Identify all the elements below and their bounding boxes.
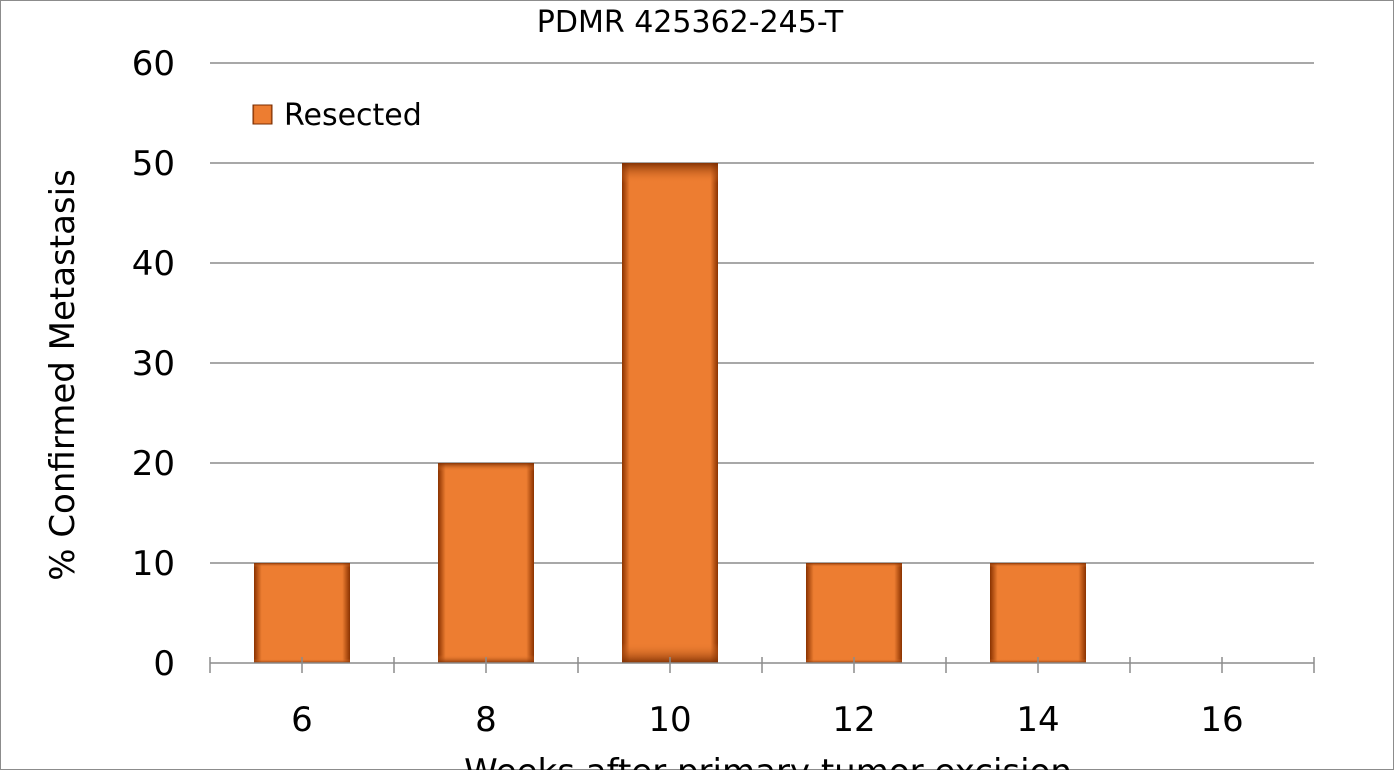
chart-title: PDMR 425362-245-T <box>537 5 844 40</box>
legend-label-resected: Resected <box>284 98 422 133</box>
x-tick-label: 14 <box>1016 700 1059 740</box>
x-axis-label: Weeks after primary tumor excision <box>464 752 1072 770</box>
x-tick-label: 6 <box>291 700 313 740</box>
bar-6 <box>254 563 350 663</box>
y-axis-label: % Confirmed Metastasis <box>43 169 83 581</box>
gridlines <box>210 62 1314 564</box>
x-tick-label: 10 <box>648 700 691 740</box>
bar-8 <box>438 463 534 663</box>
bars <box>254 163 1086 663</box>
bar-10 <box>622 163 718 663</box>
y-tick-label: 40 <box>132 244 175 284</box>
y-tick-label: 10 <box>132 544 175 584</box>
x-axis: 6 8 10 12 14 16 <box>209 657 1315 740</box>
y-tick-label: 20 <box>132 444 175 484</box>
y-tick-label: 30 <box>132 344 175 384</box>
bar-edge-shade <box>254 563 350 663</box>
x-tick-label: 8 <box>475 700 497 740</box>
y-tick-label: 60 <box>132 44 175 84</box>
y-tick-label: 0 <box>153 644 175 684</box>
bar-edge-shade <box>438 463 534 663</box>
y-tick-label: 50 <box>132 144 175 184</box>
bar-edge-shade <box>990 563 1086 663</box>
y-axis: 0 10 20 30 40 50 60 <box>132 44 175 684</box>
legend-swatch-resected <box>252 104 273 125</box>
legend: Resected <box>252 98 422 133</box>
bar-14 <box>990 563 1086 663</box>
bar-12 <box>806 563 902 663</box>
x-tick-label: 12 <box>832 700 875 740</box>
bar-edge-shade <box>622 163 718 663</box>
x-tick-label: 16 <box>1200 700 1243 740</box>
bar-edge-shade <box>806 563 902 663</box>
